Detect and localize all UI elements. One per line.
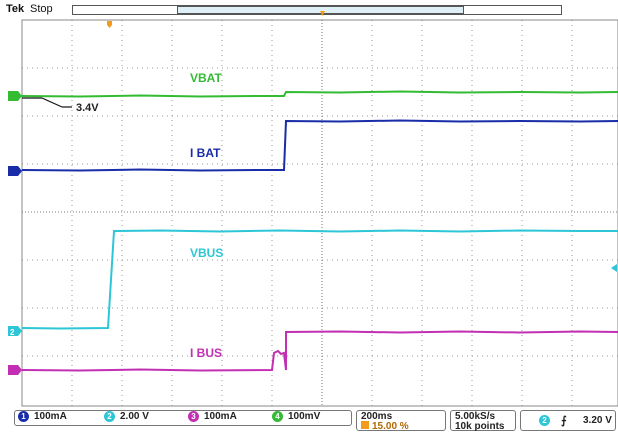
ch2-ground-marker (8, 326, 22, 336)
vbat-label: VBAT (190, 71, 222, 85)
trigger-position-value: 15.00 % (361, 421, 409, 432)
scope-footer: 1 100mA 2 2.00 V 3 100mA 4 100mV 200ms 15.00… (0, 408, 618, 432)
graticule (22, 20, 618, 406)
vbus-label: VBUS (190, 246, 223, 260)
sample-rate-value: 5.00kS/s (455, 411, 496, 422)
trigger-level-value: 3.20 V (583, 415, 612, 426)
ch3-badge: 3 (188, 411, 199, 422)
ch1-scale: 100mA (34, 411, 67, 422)
trigger-position-text: 15.00 % (372, 421, 409, 432)
annotation-leader-diagonal (41, 97, 63, 108)
ibus-label: I BUS (190, 346, 222, 360)
ch3-scale: 100mA (204, 411, 237, 422)
acquisition-panel[interactable]: 5.00kS/s 10k points (450, 410, 516, 432)
ch2-badge: 2 (104, 411, 115, 422)
ch4-badge: 4 (272, 411, 283, 422)
ibat-label: I BAT (190, 146, 221, 160)
ibat-trace (21, 119, 618, 172)
annotation-text: 3.4V (76, 102, 99, 114)
rising-edge-icon: ⨍ (561, 415, 567, 427)
vbat-trace (21, 90, 618, 98)
ch3-ground-marker (8, 365, 22, 375)
scope-header: Tek Stop (0, 0, 618, 20)
ch2-scale: 2.00 V (120, 411, 149, 422)
acquisition-status: Stop (30, 3, 53, 15)
graticule-axes (22, 20, 618, 406)
trigger-source: 2 (539, 415, 555, 426)
trigger-level-marker (611, 264, 617, 272)
record-window[interactable] (177, 6, 464, 14)
record-view-bar[interactable] (72, 5, 562, 15)
timebase-panel[interactable]: 200ms 15.00 % (356, 410, 446, 432)
brand-label: Tek (6, 3, 25, 15)
vbus-trace (21, 229, 618, 330)
trigger-position-icon (361, 421, 369, 429)
graticule-frame (21, 19, 618, 407)
expansion-point-marker (320, 11, 325, 16)
channel-settings-panel (14, 410, 352, 426)
trigger-source-badge: 2 (539, 415, 550, 426)
ibus-trace (21, 330, 618, 372)
trigger-position-marker (107, 21, 112, 28)
ch4-setting[interactable]: 4 100mV (272, 411, 320, 422)
ch2-setting[interactable]: 2 2.00 V (104, 411, 149, 422)
ch4-scale: 100mV (288, 411, 321, 422)
ch1-badge: 1 (18, 411, 29, 422)
ch1-setting[interactable]: 1 100mA (18, 411, 67, 422)
timebase-value: 200ms (361, 411, 393, 422)
waveform-display: 2 3.4V VBAT I BAT VBUS I BUS (8, 11, 618, 407)
ch3-setting[interactable]: 3 100mA (188, 411, 237, 422)
ch4-ground-marker (8, 91, 22, 101)
record-length-value: 10k points (455, 421, 505, 432)
trigger-panel[interactable]: 2 ⨍ 3.20 V (520, 410, 616, 431)
ch2-marker-label: 2 (10, 328, 15, 337)
ch1-ground-marker (8, 166, 22, 176)
